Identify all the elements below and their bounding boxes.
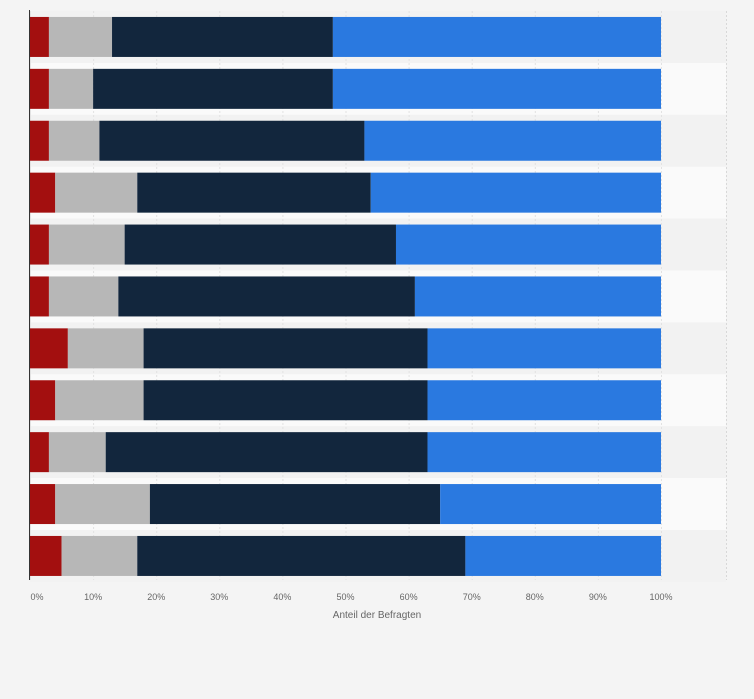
bar-segment <box>30 328 68 369</box>
bar-segment <box>332 16 661 57</box>
bar-segment <box>143 328 428 369</box>
bar-segment <box>30 120 49 161</box>
x-tick-label: 90% <box>589 592 607 602</box>
bar-segment <box>414 276 661 317</box>
bar-segment <box>67 328 144 369</box>
x-tick-label: 0% <box>30 592 43 602</box>
x-tick-label: 80% <box>526 592 544 602</box>
bar-segment <box>55 172 138 213</box>
bar-segment <box>465 535 661 576</box>
bar-segment <box>55 380 144 421</box>
x-tick-label: 50% <box>336 592 354 602</box>
bar-segment <box>30 484 56 525</box>
bar-segment <box>149 484 441 525</box>
x-tick-label: 60% <box>400 592 418 602</box>
bar-segment <box>137 535 466 576</box>
bar-segment <box>48 16 113 57</box>
bar-segment <box>332 68 661 109</box>
bar-segment <box>30 380 56 421</box>
x-tick-label: 40% <box>273 592 291 602</box>
bar-segment <box>440 484 661 525</box>
bar-segment <box>61 535 138 576</box>
bar-segment <box>105 432 428 473</box>
bar-segment <box>93 68 333 109</box>
x-axis-label: Anteil der Befragten <box>333 610 421 621</box>
x-tick-label: 20% <box>147 592 165 602</box>
bar-segment <box>427 380 661 421</box>
bar-segment <box>30 68 49 109</box>
bar-segment <box>48 432 106 473</box>
bar-segment <box>118 276 415 317</box>
bar-segment <box>143 380 428 421</box>
x-tick-labels: 0% 10% 20% 30% 40% 50% 60% 70% 80% 90% 100% <box>30 592 672 602</box>
bar-segment <box>427 432 661 473</box>
x-tick-label: 30% <box>210 592 228 602</box>
x-tick-label: 100% <box>649 592 672 602</box>
bar-segment <box>30 276 49 317</box>
bar-segments <box>30 16 661 576</box>
bar-segment <box>99 120 365 161</box>
bar-segment <box>427 328 661 369</box>
bar-segment <box>364 120 661 161</box>
bar-segment <box>48 276 119 317</box>
x-tick-label: 10% <box>84 592 102 602</box>
bar-segment <box>48 120 100 161</box>
bar-segment <box>395 224 661 265</box>
bar-segment <box>30 224 49 265</box>
bar-segment <box>30 432 49 473</box>
x-tick-label: 70% <box>463 592 481 602</box>
bar-segment <box>48 68 94 109</box>
bar-segment <box>370 172 661 213</box>
bar-segment <box>137 172 371 213</box>
bar-segment <box>55 484 150 525</box>
bar-segment <box>30 535 62 576</box>
bar-segment <box>124 224 396 265</box>
bar-segment <box>30 172 56 213</box>
bar-segment <box>30 16 49 57</box>
bar-segment <box>112 16 333 57</box>
bar-segment <box>48 224 125 265</box>
